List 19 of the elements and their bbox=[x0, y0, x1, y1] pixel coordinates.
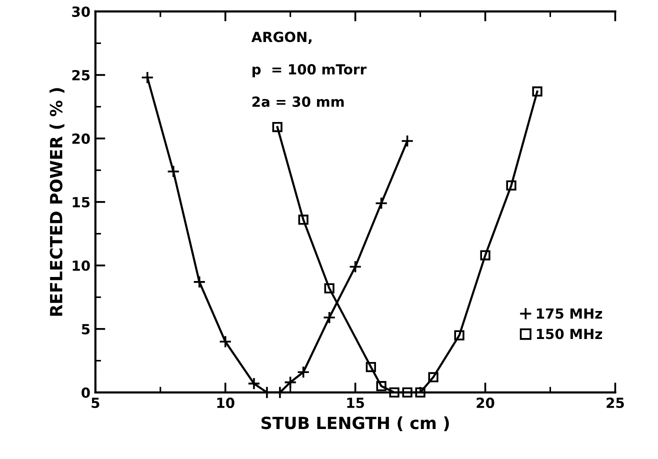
y-tick-label: 15 bbox=[72, 197, 90, 208]
annotation: 2a = 30 mm bbox=[252, 96, 344, 107]
x-tick-label: 15 bbox=[347, 398, 364, 408]
legend-label: 175 MHz bbox=[536, 308, 602, 319]
x-tick-label: 25 bbox=[606, 398, 624, 408]
x-tick-label: 5 bbox=[92, 398, 100, 408]
y-tick-label: 0 bbox=[82, 387, 90, 398]
x-tick-label: 10 bbox=[217, 398, 234, 408]
legend-label: 150 MHz bbox=[536, 328, 602, 340]
y-tick-label: 5 bbox=[82, 324, 90, 334]
annotation: ARGON, bbox=[251, 32, 312, 44]
y-tick-label: 20 bbox=[72, 133, 90, 144]
x-tick-label: 20 bbox=[476, 398, 494, 408]
y-tick-label: 10 bbox=[72, 260, 90, 271]
y-tick-label: 30 bbox=[72, 6, 90, 17]
y-axis-title: REFLECTED POWER ( % ) bbox=[50, 88, 64, 316]
annotation: p = 100 mTorr bbox=[252, 64, 367, 78]
x-axis-title: STUB LENGTH ( cm ) bbox=[262, 416, 449, 432]
y-tick-label: 25 bbox=[72, 70, 90, 80]
